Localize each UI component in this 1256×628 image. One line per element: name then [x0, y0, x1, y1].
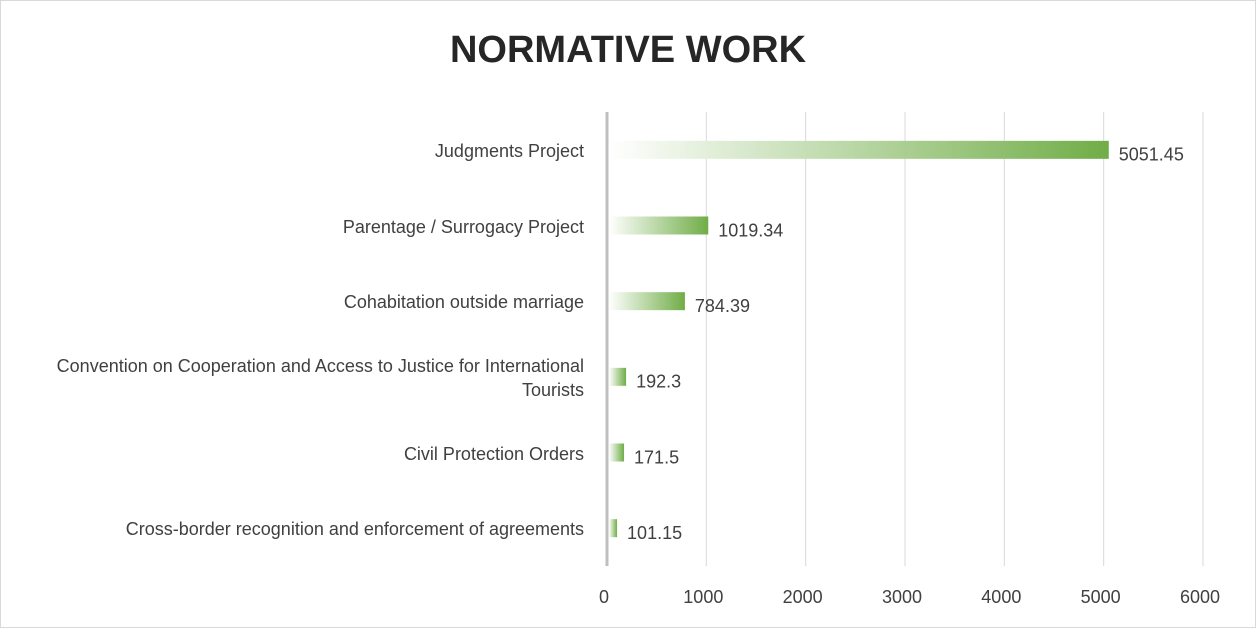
- data-label: 1019.34: [718, 220, 783, 240]
- x-tick-label: 5000: [1081, 587, 1121, 607]
- x-tick-label: 6000: [1180, 587, 1220, 607]
- x-tick-label: 3000: [882, 587, 922, 607]
- y-tick-label: Cross-border recognition and enforcement…: [125, 519, 584, 540]
- data-label: 171.5: [634, 447, 679, 467]
- bar: [609, 216, 709, 235]
- x-tick-label: 4000: [981, 587, 1021, 607]
- data-label: 784.39: [695, 296, 750, 316]
- x-tick-label: 0: [599, 587, 609, 607]
- bar: [609, 519, 618, 538]
- chart-title: NORMATIVE WORK: [450, 29, 807, 71]
- data-label: 192.3: [636, 372, 681, 392]
- x-tick-label: 2000: [783, 587, 823, 607]
- bar: [609, 443, 625, 462]
- data-label: 101.15: [627, 523, 682, 543]
- bar: [609, 292, 685, 311]
- y-tick-label: Judgments Project: [434, 140, 584, 161]
- y-tick-label: Civil Protection Orders: [403, 443, 584, 464]
- bar: [609, 367, 627, 386]
- y-tick-label: Parentage / Surrogacy Project: [342, 216, 584, 237]
- bar: [609, 140, 1109, 159]
- data-label: 5051.45: [1119, 145, 1184, 165]
- y-tick-label: Cohabitation outside marriage: [343, 292, 584, 313]
- x-tick-label: 1000: [683, 587, 723, 607]
- y-tick-label: Convention on Cooperation and Access to …: [56, 355, 584, 400]
